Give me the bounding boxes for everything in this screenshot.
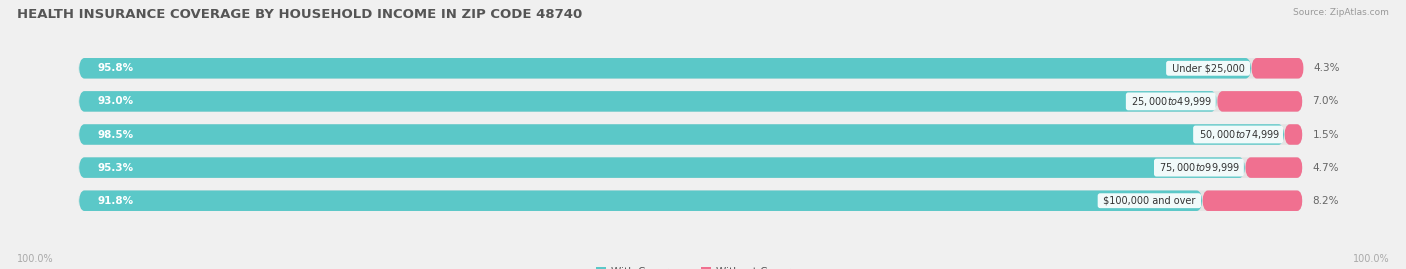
FancyBboxPatch shape — [79, 190, 1202, 211]
Text: 100.0%: 100.0% — [1353, 254, 1389, 264]
Text: 4.7%: 4.7% — [1312, 162, 1339, 173]
FancyBboxPatch shape — [79, 124, 1302, 145]
Text: Under $25,000: Under $25,000 — [1168, 63, 1247, 73]
FancyBboxPatch shape — [79, 124, 1284, 145]
FancyBboxPatch shape — [79, 190, 1302, 211]
Text: 91.8%: 91.8% — [97, 196, 134, 206]
FancyBboxPatch shape — [79, 58, 1302, 79]
FancyBboxPatch shape — [79, 58, 1251, 79]
Text: 95.3%: 95.3% — [97, 162, 134, 173]
Text: 7.0%: 7.0% — [1312, 96, 1339, 107]
Text: Source: ZipAtlas.com: Source: ZipAtlas.com — [1294, 8, 1389, 17]
Text: 95.8%: 95.8% — [97, 63, 134, 73]
Text: HEALTH INSURANCE COVERAGE BY HOUSEHOLD INCOME IN ZIP CODE 48740: HEALTH INSURANCE COVERAGE BY HOUSEHOLD I… — [17, 8, 582, 21]
Text: $100,000 and over: $100,000 and over — [1099, 196, 1198, 206]
Text: 98.5%: 98.5% — [97, 129, 134, 140]
FancyBboxPatch shape — [79, 91, 1218, 112]
Text: 8.2%: 8.2% — [1312, 196, 1339, 206]
FancyBboxPatch shape — [1218, 91, 1302, 112]
FancyBboxPatch shape — [1251, 58, 1303, 79]
FancyBboxPatch shape — [1284, 124, 1302, 145]
Legend: With Coverage, Without Coverage: With Coverage, Without Coverage — [592, 263, 814, 269]
Text: $25,000 to $49,999: $25,000 to $49,999 — [1128, 95, 1213, 108]
Text: 100.0%: 100.0% — [17, 254, 53, 264]
Text: $50,000 to $74,999: $50,000 to $74,999 — [1195, 128, 1281, 141]
Text: 1.5%: 1.5% — [1312, 129, 1339, 140]
Text: 4.3%: 4.3% — [1313, 63, 1340, 73]
Text: 93.0%: 93.0% — [97, 96, 134, 107]
FancyBboxPatch shape — [1202, 190, 1302, 211]
FancyBboxPatch shape — [1246, 157, 1302, 178]
FancyBboxPatch shape — [79, 91, 1302, 112]
Text: $75,000 to $99,999: $75,000 to $99,999 — [1156, 161, 1241, 174]
FancyBboxPatch shape — [79, 157, 1302, 178]
FancyBboxPatch shape — [79, 157, 1246, 178]
